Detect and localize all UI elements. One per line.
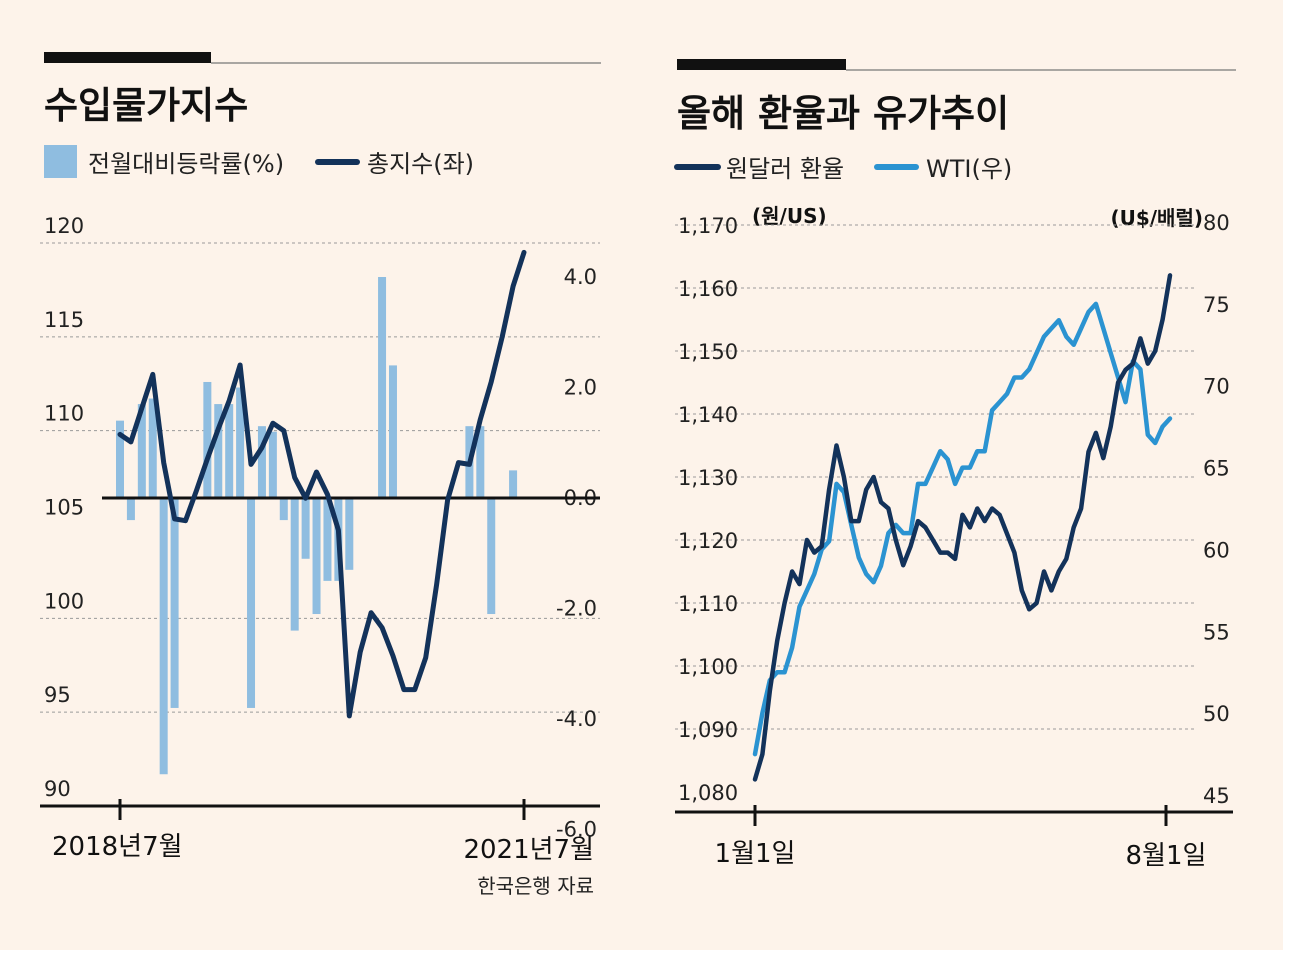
fx-tick-label: 1,120 [678,529,738,553]
wti-tick-label: 70 [1203,375,1230,399]
wti-tick-label: 60 [1203,538,1230,562]
fx-rate-line [752,273,1173,782]
right-axis-ticks: 4.02.00.0-2.0-4.0-6.0 [556,265,597,842]
bar-mark [170,498,179,708]
bar-mark [137,404,146,498]
bar-mark [312,498,321,615]
title-bar-accent [44,52,211,63]
bar-mark [203,381,212,498]
x-label-end-right: 8월1일 [1126,841,1207,871]
fx-oil-chart: 올해 환율과 유가추이 원달러 환율 WTI(우) (원/US) (U$/배럴)… [674,59,1236,871]
bar-mark [268,431,277,498]
bar-mark [301,498,310,559]
bar-mark [159,498,168,775]
bar-mark [476,426,485,498]
wti-tick-label: 65 [1203,457,1230,481]
left-axis-ticks: 120 115 110 105 100 95 90 [44,214,84,801]
fx-tick-label: 1,090 [678,718,738,742]
legend-line-label: 총지수(좌) [367,150,474,178]
wti-axis-ticks: 80 75 70 65 60 55 50 45 [1203,211,1230,808]
right-chart-gridlines [675,224,1195,730]
fx-tick-label: 1,100 [678,655,738,679]
fx-axis-ticks: 1,170 1,160 1,150 1,140 1,130 1,120 1,110 1,100… [678,214,738,805]
bar-mark [323,498,332,581]
wti-line [752,301,1173,757]
bar-series [116,277,518,775]
source-note: 한국은행 자료 [477,874,594,898]
legend-bar-label: 전월대비등락률(%) [88,150,284,178]
chart-title-right: 올해 환율과 유가추이 [677,92,1009,135]
right-unit-label: (U$/배럴) [1110,206,1203,230]
left-tick-label: 115 [44,308,84,332]
left-tick-label: 105 [44,496,84,520]
bar-mark [257,426,266,498]
import-price-chart: 수입물가지수 전월대비등락률(%) 총지수(좌) 120 115 110 105 100… [40,52,601,898]
bar-mark [290,498,299,631]
fx-tick-label: 1,110 [678,592,738,616]
legend-wti-label: WTI(우) [926,155,1012,183]
x-label-start: 2018년7월 [52,832,183,862]
fx-tick-label: 1,140 [678,403,738,427]
bar-mark [487,498,496,615]
wti-tick-label: 45 [1203,784,1230,808]
left-tick-label: 100 [44,589,84,613]
right-tick-label: -2.0 [556,597,597,621]
left-tick-label: 120 [44,214,84,238]
chart-title: 수입물가지수 [44,84,248,127]
bar-mark [388,365,397,498]
bar-mark [509,470,518,498]
right-tick-label: -6.0 [556,818,597,842]
bar-mark [279,498,288,521]
fx-tick-label: 1,160 [678,277,738,301]
bar-mark [214,404,223,498]
left-tick-label: 110 [44,402,84,426]
fx-tick-label: 1,170 [678,214,738,238]
wti-tick-label: 50 [1203,702,1230,726]
fx-tick-label: 1,150 [678,340,738,364]
total-index-line [117,249,527,719]
wti-tick-label: 80 [1203,211,1230,235]
fx-tick-label: 1,080 [678,781,738,805]
legend-fx-label: 원달러 환율 [726,155,844,183]
wti-tick-label: 75 [1203,293,1230,317]
bar-mark [378,277,387,498]
fx-tick-label: 1,130 [678,466,738,490]
left-unit-label: (원/US) [752,204,827,228]
bar-mark [247,498,256,708]
wti-tick-label: 55 [1203,620,1230,644]
x-label-end: 2021년7월 [463,835,594,865]
bar-mark [345,498,354,570]
left-tick-label: 90 [44,777,71,801]
bar-mark [116,420,124,498]
right-tick-label: 2.0 [564,376,597,400]
left-tick-label: 95 [44,683,71,707]
bar-swatch-icon [44,145,77,178]
bar-mark [225,404,234,498]
bar-mark [126,498,135,521]
bar-mark [148,398,157,498]
right-tick-label: 4.0 [564,265,597,289]
right-tick-label: -4.0 [556,707,597,731]
x-label-start-right: 1월1일 [715,839,796,869]
title-bar-accent-right [677,59,846,70]
bar-mark [236,387,245,498]
